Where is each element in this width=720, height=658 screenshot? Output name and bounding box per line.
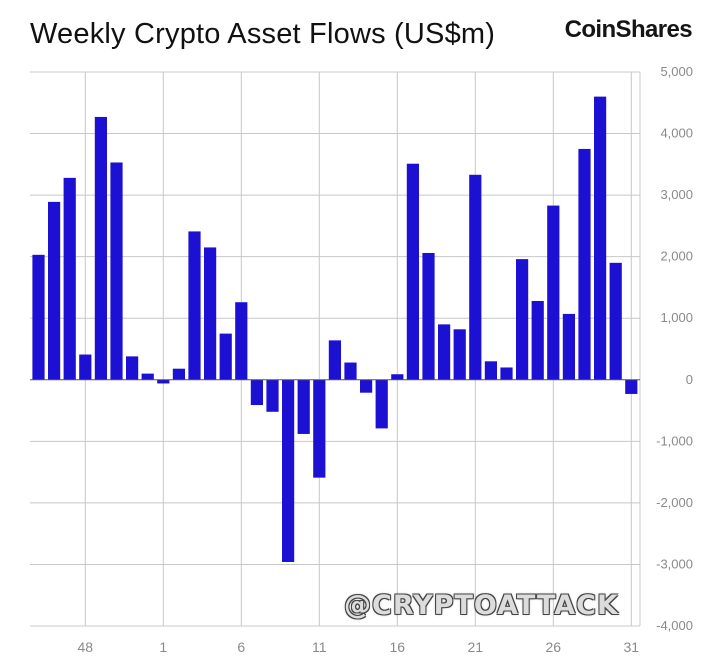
bar — [562, 313, 575, 380]
x-tick-label: 11 — [312, 639, 327, 655]
x-tick-label: 48 — [78, 639, 94, 655]
bar — [141, 373, 154, 380]
bar — [625, 379, 638, 394]
bar — [594, 96, 607, 380]
bar — [32, 254, 45, 380]
bar — [48, 201, 61, 380]
bar — [219, 333, 232, 380]
bar — [313, 379, 326, 478]
axes — [30, 72, 641, 626]
coinshares-logo: CoinShares — [564, 16, 693, 43]
bar — [547, 205, 560, 380]
y-tick-label: 4,000 — [660, 126, 693, 141]
bar — [578, 148, 591, 380]
x-tick-label: 21 — [468, 639, 484, 655]
bar — [94, 116, 107, 380]
bar — [406, 163, 419, 380]
bar — [157, 379, 170, 384]
bar — [172, 368, 185, 380]
y-tick-label: 1,000 — [660, 310, 693, 325]
bar — [63, 177, 76, 380]
bar — [438, 324, 451, 380]
x-tick-label: 6 — [237, 639, 245, 655]
y-tick-label: 2,000 — [660, 249, 693, 264]
y-tick-label: -3,000 — [656, 556, 693, 571]
bar — [250, 379, 263, 406]
bar — [282, 379, 295, 562]
y-tick-label: -1,000 — [656, 433, 693, 448]
bar — [188, 231, 201, 380]
bar — [531, 300, 544, 380]
y-tick-label: 0 — [686, 372, 693, 387]
bar — [79, 354, 92, 380]
watermark-text: @CRYPTOATTACK — [344, 590, 619, 621]
y-tick-label: 3,000 — [660, 187, 693, 202]
bar — [375, 379, 388, 429]
bar — [204, 247, 217, 380]
bar — [516, 259, 529, 380]
bar — [266, 379, 279, 412]
x-tick-label: 31 — [624, 639, 640, 655]
bar — [126, 356, 139, 380]
y-tick-label: -4,000 — [656, 618, 693, 633]
y-tick-label: 5,000 — [660, 64, 693, 79]
tick-labels: 5,000 4,000 3,000 2,000 1,000 0 -1,000 -2,000 -3… — [78, 64, 693, 655]
bar — [344, 362, 357, 380]
bars — [32, 96, 638, 562]
bar — [110, 162, 123, 380]
x-tick-label: 26 — [546, 639, 562, 655]
chart-title: Weekly Crypto Asset Flows (US$m) — [30, 18, 496, 50]
bar — [235, 302, 248, 380]
bar — [328, 340, 341, 380]
bar — [360, 379, 373, 393]
bar — [422, 252, 435, 380]
x-tick-label: 1 — [159, 639, 167, 655]
y-tick-label: -2,000 — [656, 495, 693, 510]
bar — [500, 367, 513, 380]
x-tick-label: 16 — [390, 639, 406, 655]
bar — [391, 374, 404, 380]
bar — [453, 329, 466, 380]
bar — [297, 379, 310, 434]
bar — [469, 174, 482, 380]
bar — [609, 262, 622, 380]
bar — [484, 361, 497, 380]
